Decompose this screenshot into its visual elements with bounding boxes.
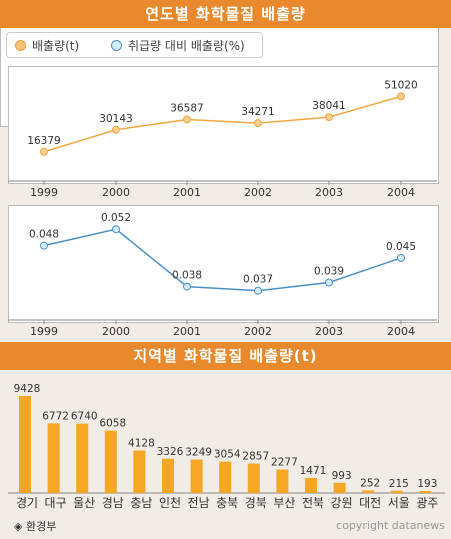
category-label-대전: 대전 bbox=[359, 496, 381, 510]
bar-label-경기: 9428 bbox=[14, 383, 41, 395]
data-label-2004: 51020 bbox=[384, 79, 417, 91]
bar-label-충북: 3054 bbox=[214, 449, 241, 461]
category-label-전북: 전북 bbox=[302, 496, 324, 510]
data-point-2000 bbox=[112, 125, 120, 134]
bar-label-부산: 2277 bbox=[271, 457, 298, 469]
category-label-경기: 경기 bbox=[16, 496, 38, 510]
copyright-label: copyright datanews bbox=[336, 519, 445, 532]
legend-label-ratio: 취급량 대비 배출량(%) bbox=[128, 39, 245, 53]
data-label-2001: 36587 bbox=[170, 102, 203, 114]
category-label-서울: 서울 bbox=[388, 496, 410, 510]
data-point-2004 bbox=[397, 92, 405, 101]
bar-강원 bbox=[333, 482, 346, 493]
data-label-1999: 16379 bbox=[27, 135, 60, 147]
bar-label-전북: 1471 bbox=[300, 465, 327, 477]
data-label-2003: 38041 bbox=[312, 100, 345, 112]
data-point-2001 bbox=[183, 115, 191, 124]
data-point-2002 bbox=[254, 286, 262, 295]
blue-dot-icon bbox=[111, 40, 122, 51]
category-label-광주: 광주 bbox=[416, 496, 438, 510]
x-tick-label-2002: 2002 bbox=[244, 186, 272, 199]
chart-title-regional: 지역별 화학물질 배출량(t) bbox=[0, 342, 451, 370]
bar-인천 bbox=[162, 458, 174, 493]
legend-label-emission: 배출량(t) bbox=[32, 39, 80, 53]
x-tick-label-2002: 2002 bbox=[244, 325, 272, 338]
x-tick-label-2003: 2003 bbox=[315, 325, 343, 338]
bar-label-충남: 4128 bbox=[128, 438, 155, 450]
data-point-1999 bbox=[40, 147, 48, 156]
legend: 배출량(t) 취급량 대비 배출량(%) bbox=[6, 32, 263, 58]
x-tick-label-1999: 1999 bbox=[30, 325, 58, 338]
x-tick-label-2000: 2000 bbox=[102, 325, 130, 338]
ratio-line-chart: 1999 2000 2001 2002 2003 2004 0.048 0.052 0.038 0… bbox=[8, 212, 437, 338]
orange-dot-icon bbox=[15, 40, 26, 51]
data-label-1999: 0.048 bbox=[29, 229, 59, 241]
chart-title-yearly: 연도별 화학물질 배출량 bbox=[0, 0, 451, 28]
bar-label-인천: 3326 bbox=[157, 446, 184, 458]
series-line bbox=[43, 95, 402, 153]
x-tick-label-2003: 2003 bbox=[315, 186, 343, 199]
category-label-강원: 강원 bbox=[331, 496, 353, 510]
bar-경북 bbox=[247, 463, 260, 493]
data-point-2003 bbox=[325, 113, 333, 122]
ratio-line-chart-panel bbox=[8, 205, 439, 323]
data-point-2003 bbox=[325, 278, 333, 287]
category-label-인천: 인천 bbox=[159, 495, 181, 510]
bar-label-대구: 6772 bbox=[42, 410, 69, 422]
x-tick-label-2001: 2001 bbox=[173, 186, 201, 199]
category-label-울산: 울산 bbox=[73, 496, 95, 510]
bar-대전 bbox=[362, 490, 375, 493]
bar-경기 bbox=[19, 396, 31, 493]
series-line bbox=[43, 228, 402, 292]
bar-충북 bbox=[219, 461, 232, 493]
emission-line-chart-panel bbox=[8, 66, 439, 184]
data-label-2004: 0.045 bbox=[386, 241, 416, 253]
data-label-2003: 0.039 bbox=[314, 266, 344, 278]
bar-전남 bbox=[190, 459, 203, 493]
bar-충남 bbox=[133, 450, 146, 493]
bar-전북 bbox=[305, 477, 317, 493]
x-tick-label-1999: 1999 bbox=[30, 186, 58, 199]
x-tick-label-2001: 2001 bbox=[173, 325, 201, 338]
source-label: ◈ 환경부 bbox=[14, 520, 57, 533]
category-label-충남: 충남 bbox=[130, 496, 152, 510]
data-point-2004 bbox=[397, 253, 405, 262]
data-point-1999 bbox=[40, 241, 48, 250]
bar-경남 bbox=[104, 430, 117, 493]
bar-label-울산: 6740 bbox=[71, 411, 98, 423]
category-label-경북: 경북 bbox=[245, 496, 267, 510]
data-label-2000: 30143 bbox=[99, 113, 132, 125]
bar-label-경북: 2857 bbox=[242, 451, 269, 463]
x-tick-label-2004: 2004 bbox=[387, 325, 415, 338]
category-label-전남: 전남 bbox=[188, 496, 210, 510]
x-tick-label-2004: 2004 bbox=[387, 186, 415, 199]
data-label-2002: 0.037 bbox=[243, 274, 273, 286]
category-label-부산: 부산 bbox=[273, 496, 295, 510]
data-point-2002 bbox=[254, 119, 262, 128]
bar-label-경남: 6058 bbox=[99, 418, 126, 430]
legend-item-emission: 배출량(t) bbox=[15, 37, 79, 54]
category-label-경남: 경남 bbox=[102, 496, 124, 510]
data-label-2001: 0.038 bbox=[172, 270, 202, 282]
bar-label-서울: 215 bbox=[389, 478, 409, 490]
data-point-2000 bbox=[112, 225, 120, 234]
bar-label-강원: 993 bbox=[332, 470, 352, 482]
legend-item-ratio: 취급량 대비 배출량(%) bbox=[111, 37, 245, 54]
bar-울산 bbox=[76, 423, 89, 493]
bar-부산 bbox=[276, 469, 289, 493]
category-label-충북: 충북 bbox=[216, 496, 238, 510]
x-tick-label-2000: 2000 bbox=[102, 186, 130, 199]
bar-대구 bbox=[47, 423, 60, 493]
data-label-2000: 0.052 bbox=[101, 212, 131, 224]
data-label-2002: 34271 bbox=[241, 106, 274, 118]
bar-label-광주: 193 bbox=[417, 478, 437, 490]
bar-label-대전: 252 bbox=[360, 477, 380, 489]
bar-label-전남: 3249 bbox=[185, 447, 212, 459]
data-point-2001 bbox=[183, 282, 191, 291]
category-label-대구: 대구 bbox=[45, 496, 67, 510]
emission-line-chart: 1999 2000 2001 2002 2003 2004 16379 30143 36587 3… bbox=[8, 79, 437, 199]
bar-광주 bbox=[419, 491, 432, 493]
regional-bar-chart: 9428 경기 6772 대구 6740 울산 6058 경남 4128 충남 3326 인천 3249… bbox=[8, 383, 445, 510]
bar-서울 bbox=[390, 490, 403, 493]
